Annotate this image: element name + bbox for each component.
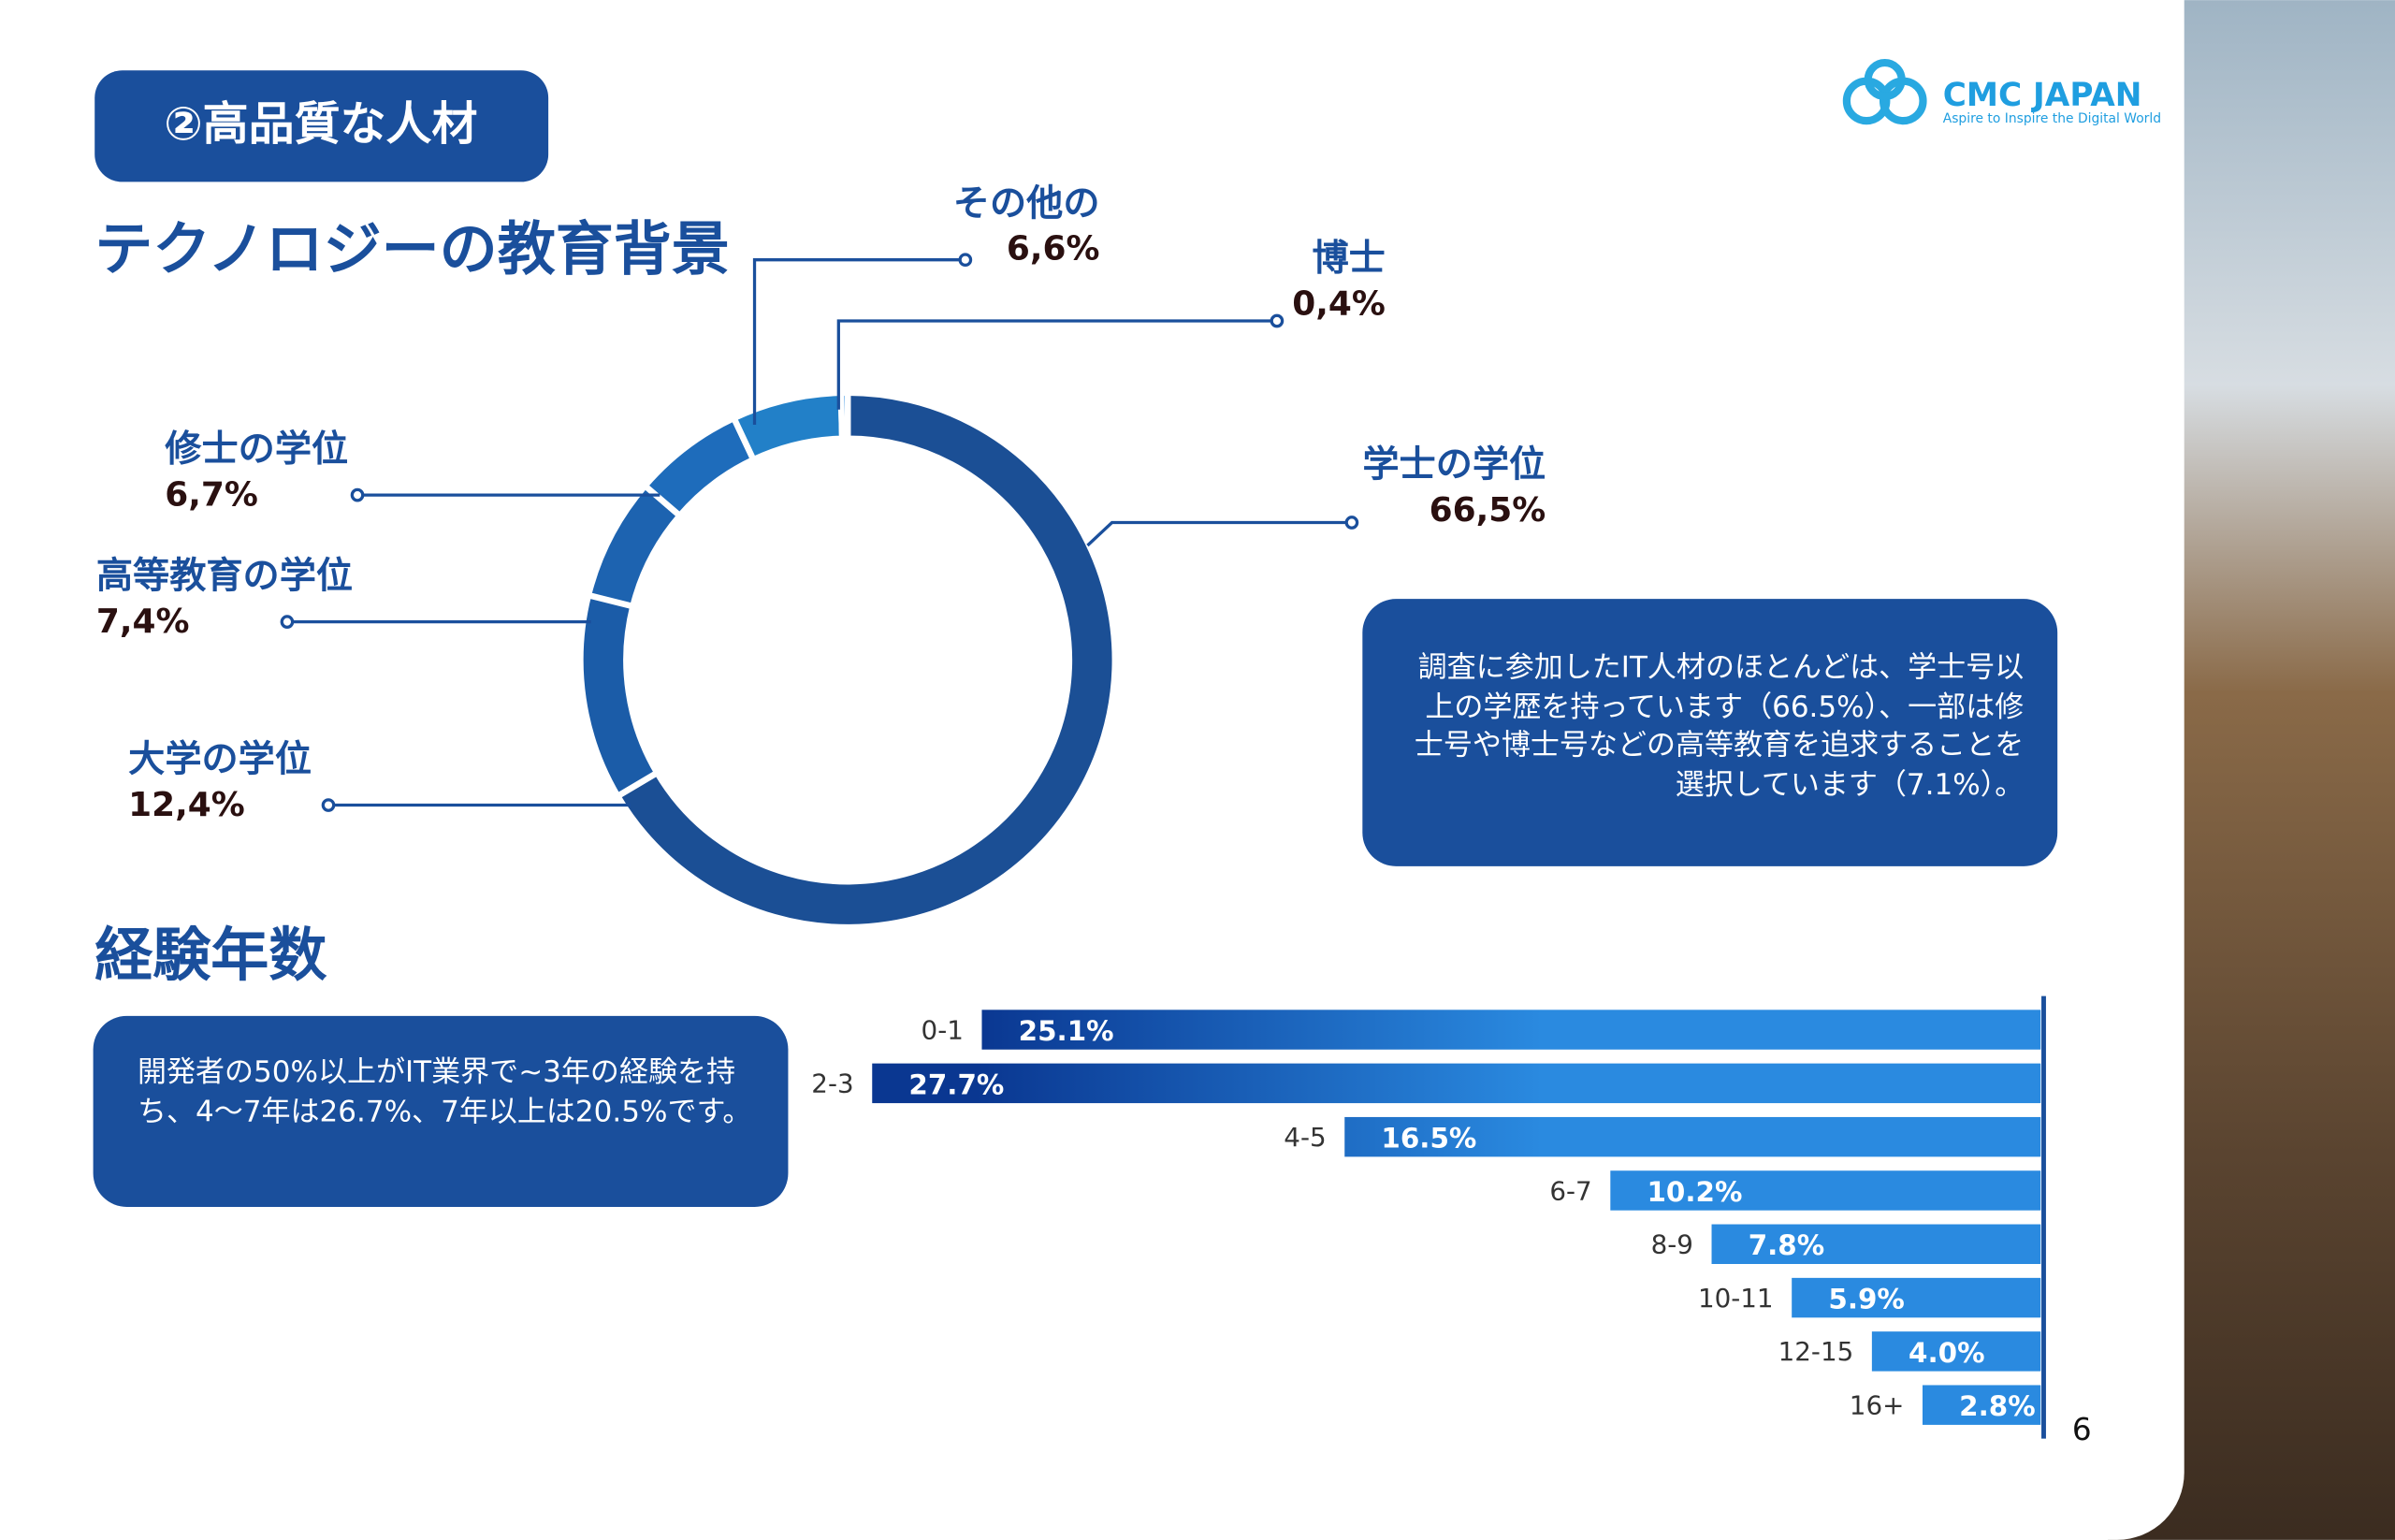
category-label: 12-15 [1778, 1336, 1854, 1367]
value-label: 6,7% [165, 476, 258, 515]
value-label: 7,4% [96, 603, 190, 641]
leader-dot [321, 798, 336, 812]
value-label: 12,4% [128, 786, 245, 824]
leader-line [836, 319, 1277, 410]
note-box [1362, 599, 2058, 866]
value-label: 2.8% [1959, 1390, 2035, 1422]
category-label: 修士の学位 [165, 429, 348, 471]
logo-name: CMC JAPAN [1943, 77, 2142, 114]
category-label: その他の [953, 182, 1100, 225]
category-label: 10-11 [1698, 1283, 1774, 1314]
leader-dot [1270, 313, 1285, 328]
value-label: 4.0% [1909, 1337, 1984, 1369]
note-text: 開発者の50%以上がIT業界で~3年の経験を持ち、4〜7年は26.7%、7年以上… [137, 1055, 752, 1129]
bar [872, 1063, 2041, 1104]
logo: CMC JAPAN Aspire to Inspire the Digital … [1842, 58, 2161, 126]
bar [1711, 1224, 2041, 1264]
value-label: 7.8% [1749, 1229, 1824, 1261]
value-label: 16.5% [1381, 1123, 1476, 1155]
category-label: 16+ [1850, 1389, 1905, 1420]
section-title: テクノロジーの教育背景 [94, 214, 730, 283]
category-label: 高等教育の学位 [96, 556, 353, 598]
leader-line [752, 258, 965, 426]
logo-mark [1864, 58, 1906, 101]
value-label: 25.1% [1019, 1015, 1114, 1047]
note: 調査に参加したIT人材のほとんどは、学士号以上の学歴を持っています（66.5%）… [1414, 650, 2025, 803]
value-label: 5.9% [1828, 1284, 1904, 1315]
bar [1922, 1385, 2041, 1425]
value-label: 66,5% [1430, 491, 1546, 530]
bar [1792, 1277, 2041, 1318]
logo-tagline: Aspire to Inspire the Digital World [1943, 111, 2161, 126]
bar [1344, 1116, 2041, 1157]
category-label: 学士の学位 [1362, 444, 1546, 487]
category-label: 0-1 [922, 1014, 964, 1045]
page-number: 6 [2072, 1412, 2092, 1447]
badge [94, 70, 549, 182]
section-title: 経験年数 [94, 921, 327, 989]
category-label: 8-9 [1651, 1229, 1693, 1260]
leader-dot [1344, 516, 1359, 530]
badge-text: ②高品質な人材 [164, 97, 477, 151]
category-label: 博士 [1312, 238, 1385, 280]
donut-slice [837, 389, 851, 443]
leader-dot [350, 487, 365, 502]
category-label: 4-5 [1284, 1122, 1326, 1153]
category-label: 大学の学位 [128, 739, 312, 781]
donut-slice [613, 389, 1119, 931]
category-label: 2-3 [811, 1068, 853, 1099]
bar [981, 1010, 2041, 1050]
leader-dot [280, 615, 295, 629]
leader-dot [958, 253, 973, 268]
note-text: 調査に参加したIT人材のほとんどは、学士号以上の学歴を持っています（66.5%）… [1414, 650, 2025, 803]
category-label: 6-7 [1549, 1175, 1591, 1206]
leader-line [1086, 520, 1352, 547]
value-label: 6,6% [1007, 230, 1100, 269]
note-box [93, 1015, 789, 1207]
bar [1871, 1331, 2041, 1372]
value-label: 27.7% [908, 1068, 1004, 1100]
bar [1610, 1170, 2041, 1211]
value-label: 10.2% [1647, 1176, 1742, 1208]
value-label: 0,4% [1292, 284, 1386, 323]
note: 開発者の50%以上がIT業界で~3年の経験を持ち、4〜7年は26.7%、7年以上… [137, 1055, 752, 1129]
